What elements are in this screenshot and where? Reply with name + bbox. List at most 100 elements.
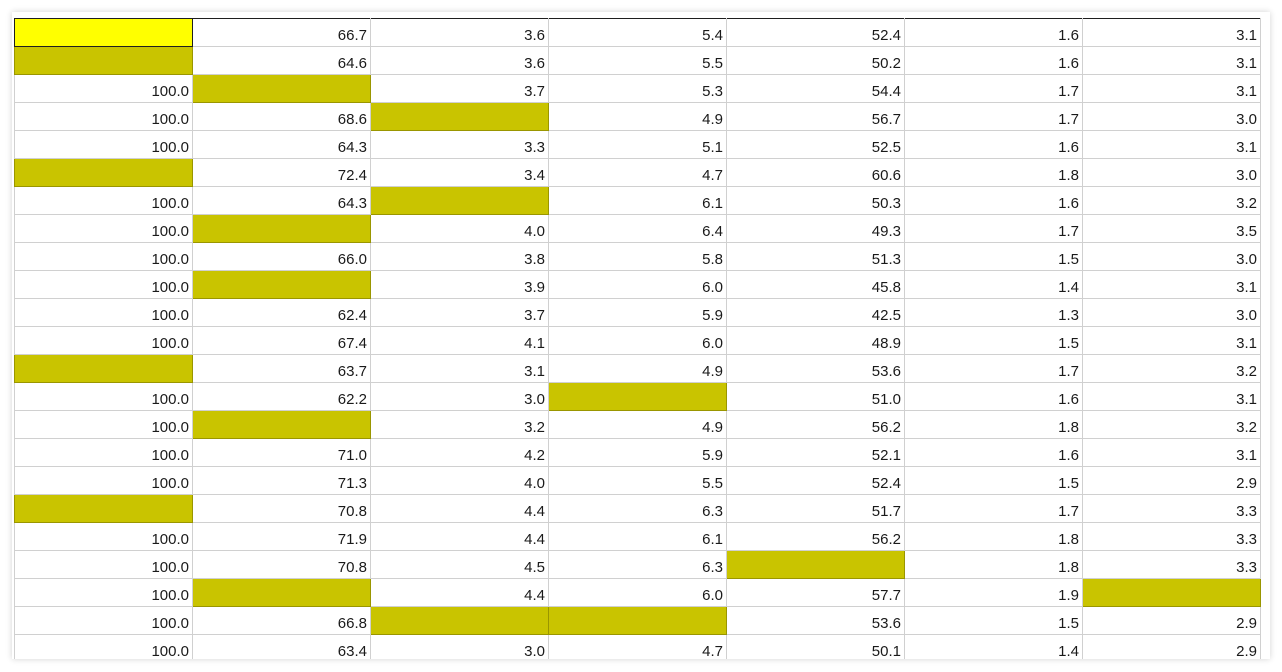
grid-cell[interactable]: 2.9: [1082, 466, 1261, 495]
grid-cell[interactable]: 3.2: [1082, 410, 1261, 439]
grid-cell[interactable]: 5.4: [548, 18, 727, 47]
grid-cell[interactable]: 63.4: [192, 634, 371, 659]
grid-cell[interactable]: 54.4: [726, 74, 905, 103]
grid-cell[interactable]: 5.5: [548, 466, 727, 495]
grid-cell[interactable]: 62.2: [192, 382, 371, 411]
grid-cell-highlighted[interactable]: [14, 158, 193, 187]
grid-cell[interactable]: 4.4: [370, 494, 549, 523]
grid-cell-highlighted[interactable]: [14, 494, 193, 523]
grid-cell[interactable]: 3.8: [370, 242, 549, 271]
grid-cell-highlighted[interactable]: [370, 186, 549, 215]
grid-cell[interactable]: 2.9: [1082, 634, 1261, 659]
grid-cell[interactable]: 52.1: [726, 438, 905, 467]
grid-cell[interactable]: 1.3: [904, 298, 1083, 327]
grid-cell[interactable]: 100.0: [14, 130, 193, 159]
grid-cell[interactable]: 4.2: [370, 438, 549, 467]
grid-cell[interactable]: 3.3: [1082, 494, 1261, 523]
grid-cell[interactable]: 4.9: [548, 410, 727, 439]
grid-cell[interactable]: 70.8: [192, 494, 371, 523]
grid-cell[interactable]: 5.8: [548, 242, 727, 271]
grid-cell[interactable]: 5.3: [548, 74, 727, 103]
grid-cell[interactable]: 49.3: [726, 214, 905, 243]
grid-cell[interactable]: 60.6: [726, 158, 905, 187]
grid-cell[interactable]: 100.0: [14, 270, 193, 299]
grid-cell[interactable]: 3.9: [370, 270, 549, 299]
grid-cell[interactable]: 62.4: [192, 298, 371, 327]
grid-cell[interactable]: 1.5: [904, 242, 1083, 271]
grid-cell[interactable]: 63.7: [192, 354, 371, 383]
grid-cell[interactable]: 100.0: [14, 578, 193, 607]
grid-cell[interactable]: 1.7: [904, 214, 1083, 243]
grid-cell[interactable]: 1.5: [904, 606, 1083, 635]
grid-cell[interactable]: 1.5: [904, 326, 1083, 355]
grid-cell[interactable]: 51.0: [726, 382, 905, 411]
grid-cell[interactable]: 3.0: [1082, 158, 1261, 187]
grid-cell[interactable]: 72.4: [192, 158, 371, 187]
grid-cell[interactable]: 66.0: [192, 242, 371, 271]
grid-cell[interactable]: 6.3: [548, 494, 727, 523]
grid-cell-highlighted[interactable]: [726, 550, 905, 579]
grid-cell[interactable]: 2.9: [1082, 606, 1261, 635]
grid-cell[interactable]: 1.9: [904, 578, 1083, 607]
grid-cell[interactable]: 3.0: [370, 382, 549, 411]
grid-cell[interactable]: 3.1: [1082, 46, 1261, 75]
grid-cell[interactable]: 100.0: [14, 466, 193, 495]
grid-cell[interactable]: 3.1: [1082, 382, 1261, 411]
grid-cell[interactable]: 100.0: [14, 298, 193, 327]
grid-cell[interactable]: 50.3: [726, 186, 905, 215]
grid-cell[interactable]: 3.1: [1082, 270, 1261, 299]
grid-cell[interactable]: 56.2: [726, 410, 905, 439]
grid-cell[interactable]: 71.0: [192, 438, 371, 467]
grid-cell-highlighted[interactable]: [370, 102, 549, 131]
grid-cell[interactable]: 3.3: [370, 130, 549, 159]
grid-cell[interactable]: 1.6: [904, 46, 1083, 75]
grid-cell[interactable]: 51.7: [726, 494, 905, 523]
grid-cell[interactable]: 56.7: [726, 102, 905, 131]
grid-cell[interactable]: 5.9: [548, 438, 727, 467]
grid-cell[interactable]: 4.9: [548, 354, 727, 383]
grid-cell[interactable]: 100.0: [14, 634, 193, 659]
grid-cell[interactable]: 50.2: [726, 46, 905, 75]
grid-cell[interactable]: 100.0: [14, 522, 193, 551]
grid-cell[interactable]: 3.0: [370, 634, 549, 659]
grid-cell[interactable]: 100.0: [14, 74, 193, 103]
grid-cell[interactable]: 100.0: [14, 214, 193, 243]
grid-cell-highlighted[interactable]: [192, 214, 371, 243]
grid-cell[interactable]: 70.8: [192, 550, 371, 579]
grid-cell[interactable]: 52.4: [726, 466, 905, 495]
grid-cell[interactable]: 3.7: [370, 74, 549, 103]
grid-cell[interactable]: 67.4: [192, 326, 371, 355]
grid-cell[interactable]: 53.6: [726, 606, 905, 635]
grid-cell[interactable]: 1.7: [904, 102, 1083, 131]
grid-cell[interactable]: 71.3: [192, 466, 371, 495]
grid-cell[interactable]: 4.0: [370, 214, 549, 243]
grid-cell-highlighted[interactable]: [1082, 578, 1261, 607]
grid-cell[interactable]: 100.0: [14, 410, 193, 439]
grid-cell[interactable]: 1.6: [904, 382, 1083, 411]
grid-cell[interactable]: 6.3: [548, 550, 727, 579]
grid-cell[interactable]: 50.1: [726, 634, 905, 659]
grid-cell[interactable]: 66.8: [192, 606, 371, 635]
grid-cell[interactable]: 1.5: [904, 466, 1083, 495]
grid-cell[interactable]: 71.9: [192, 522, 371, 551]
grid-cell[interactable]: 3.0: [1082, 298, 1261, 327]
grid-cell-active[interactable]: [14, 18, 193, 47]
grid-cell[interactable]: 3.1: [1082, 130, 1261, 159]
grid-cell[interactable]: 1.7: [904, 74, 1083, 103]
grid-cell[interactable]: 5.5: [548, 46, 727, 75]
grid-cell-highlighted[interactable]: [14, 354, 193, 383]
grid-cell[interactable]: 64.3: [192, 186, 371, 215]
grid-cell[interactable]: 1.6: [904, 130, 1083, 159]
grid-cell[interactable]: 100.0: [14, 326, 193, 355]
grid-cell[interactable]: 45.8: [726, 270, 905, 299]
grid-cell[interactable]: 6.1: [548, 522, 727, 551]
grid-cell[interactable]: 100.0: [14, 438, 193, 467]
grid-cell[interactable]: 100.0: [14, 606, 193, 635]
grid-cell[interactable]: 1.8: [904, 410, 1083, 439]
grid-cell[interactable]: 1.6: [904, 438, 1083, 467]
grid-cell[interactable]: 1.8: [904, 550, 1083, 579]
grid-cell[interactable]: 42.5: [726, 298, 905, 327]
grid-cell-highlighted[interactable]: [14, 46, 193, 75]
grid-cell[interactable]: 53.6: [726, 354, 905, 383]
grid-cell[interactable]: 1.7: [904, 494, 1083, 523]
